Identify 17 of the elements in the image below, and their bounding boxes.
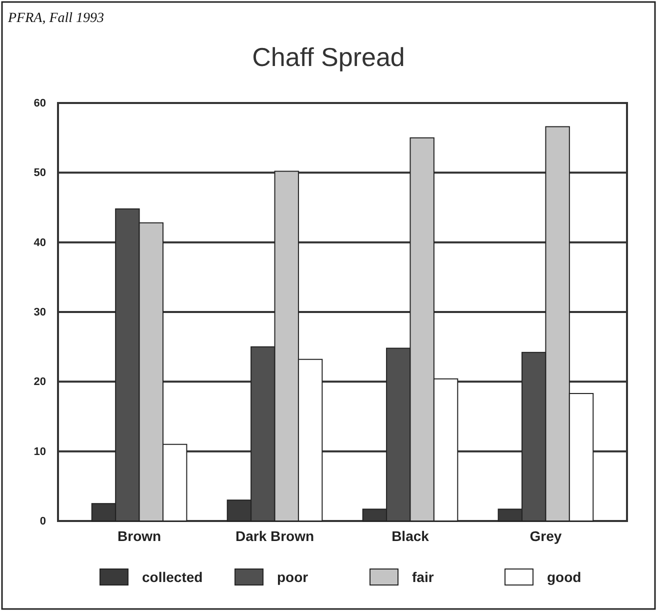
- y-tick-label: 10: [34, 446, 46, 458]
- x-tick-label: Brown: [118, 528, 162, 544]
- x-tick-label: Grey: [530, 528, 562, 544]
- text: PFRA, Fall 1993: [7, 11, 104, 26]
- y-tick-label: 30: [34, 306, 46, 319]
- y-tick-label: 60: [34, 98, 46, 110]
- y-tick-label: 50: [34, 167, 46, 180]
- x-tick-label: Black: [392, 528, 430, 544]
- legend-label: good: [547, 569, 582, 585]
- legend-label: poor: [277, 569, 309, 585]
- legend-label: fair: [412, 569, 434, 585]
- chart-title: Chaff Spread: [252, 42, 405, 72]
- y-tick-label: 20: [34, 376, 46, 388]
- x-tick-label: Dark Brown: [235, 528, 314, 544]
- y-tick-label: 40: [34, 236, 46, 249]
- y-tick-label: 0: [40, 516, 46, 528]
- legend-label: collected: [142, 569, 203, 585]
